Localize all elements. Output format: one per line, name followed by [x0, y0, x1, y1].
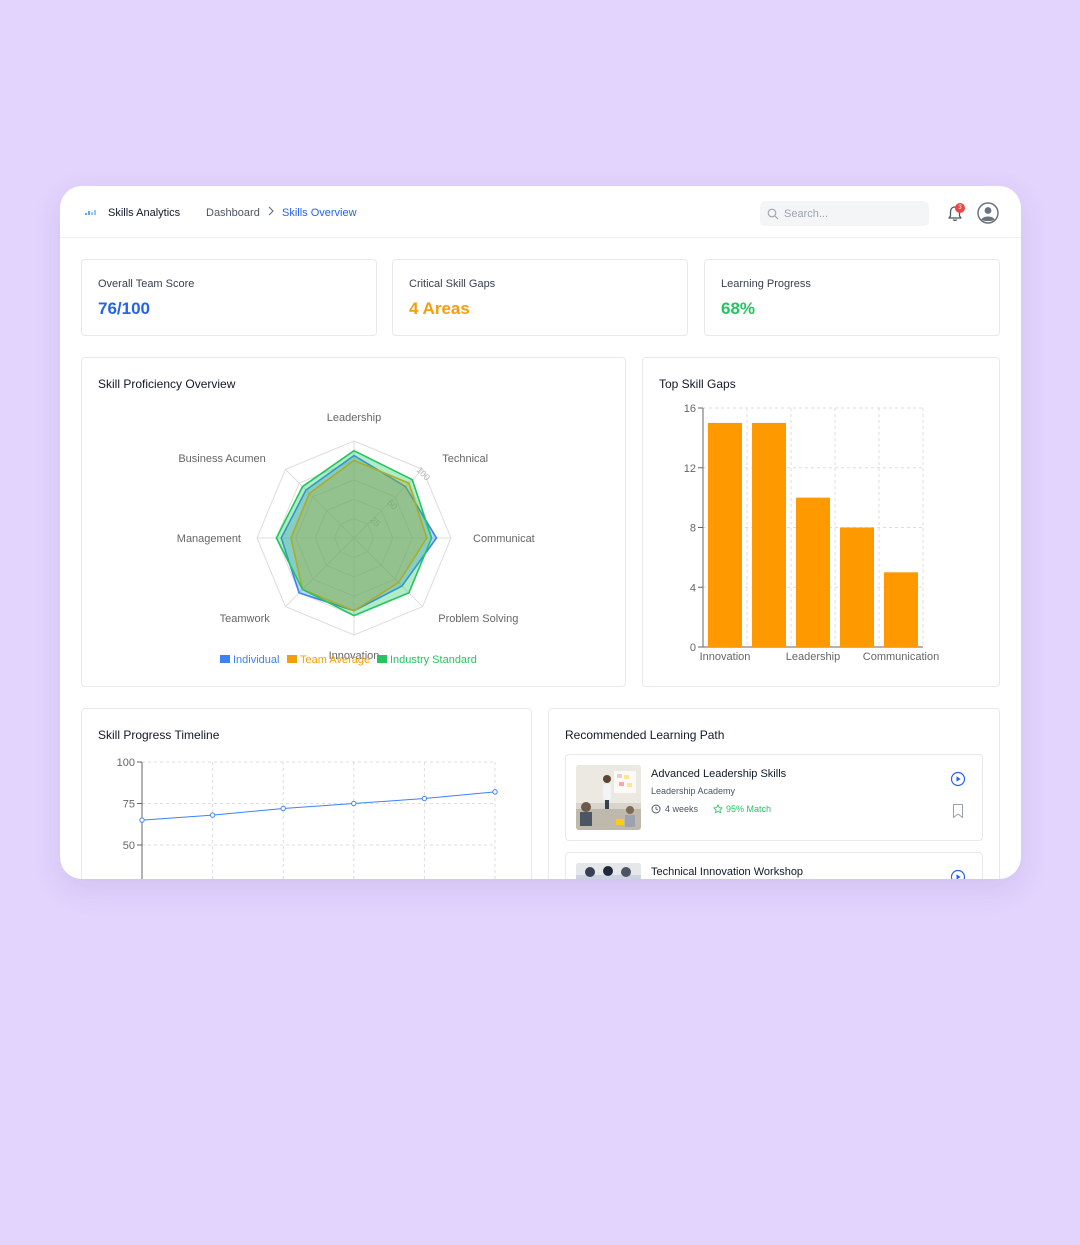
legend-label: Individual [233, 654, 279, 666]
data-point [209, 812, 216, 818]
bar [708, 422, 742, 647]
data-point [421, 795, 428, 802]
data-point [492, 789, 498, 795]
stat-value: 76/100 [98, 299, 150, 318]
search-input[interactable] [784, 201, 924, 226]
play-icon[interactable] [950, 771, 966, 787]
radar-chart: 2550100LeadershipTechnicalCommunicatProb… [177, 412, 535, 666]
notification-badge: 3 [955, 203, 965, 213]
skill-progress-timeline-card: Skill Progress Timeline 50 75 100 [81, 708, 532, 879]
bar [884, 572, 918, 647]
breadcrumb-skills-overview[interactable]: Skills Overview [282, 207, 357, 219]
logo-icon [85, 210, 96, 215]
radar-tick-label: 50 [385, 498, 399, 512]
legend-swatch [220, 655, 230, 663]
clock-icon [651, 804, 661, 814]
radar-spoke [353, 537, 423, 607]
bookmark-icon[interactable] [952, 803, 964, 819]
card-title: Top Skill Gaps [659, 377, 736, 391]
radar-axis-label: Problem Solving [438, 613, 518, 625]
y-tick-label: 50 [123, 840, 135, 852]
y-tick-label: 12 [684, 463, 696, 475]
y-tick-label: 100 [117, 757, 135, 769]
course-title: Technical Innovation Workshop [651, 866, 804, 878]
duration-text: 4 weeks [665, 804, 699, 814]
radar-axis-label: Innovation [329, 650, 380, 662]
avatar-icon[interactable] [977, 202, 999, 224]
series-line [141, 791, 496, 821]
card-title: Skill Progress Timeline [98, 728, 220, 742]
stat-card-skill-gaps: Critical Skill Gaps 4 Areas [392, 259, 688, 336]
radar-axis-label: Technical [442, 453, 488, 465]
radar-series-industry-standard [275, 449, 433, 617]
radar-spoke [285, 469, 355, 539]
stat-label: Overall Team Score [98, 278, 195, 290]
radar-tick-label: 25 [368, 515, 382, 529]
bar [840, 527, 874, 647]
radar-axis-label: Management [177, 533, 241, 545]
star-icon [713, 804, 723, 814]
radar-spoke [285, 537, 355, 607]
data-point [351, 800, 357, 807]
play-icon[interactable] [950, 869, 966, 879]
y-tick-label: 75 [123, 799, 135, 811]
legend-label: Industry Standard [390, 654, 477, 666]
legend-swatch [287, 655, 297, 663]
course-provider: Leadership Academy [651, 786, 736, 796]
recommended-learning-card: Recommended Learning Path [548, 708, 1000, 879]
course-thumbnail [576, 765, 641, 830]
stat-value: 4 Areas [409, 299, 470, 318]
stat-card-learning-progress: Learning Progress 68% [704, 259, 1000, 336]
radar-axis-label: Teamwork [220, 613, 271, 625]
app-title: Skills Analytics [108, 207, 181, 219]
x-tick-label: Innovation [700, 651, 751, 663]
stat-value: 68% [721, 299, 756, 318]
data-point [139, 817, 145, 823]
course-match: 95% Match [713, 804, 771, 814]
stat-label: Critical Skill Gaps [409, 278, 496, 290]
legend-label: Team Average [300, 654, 370, 666]
chevron-right-icon [268, 206, 274, 216]
stat-card-team-score: Overall Team Score 76/100 [81, 259, 377, 336]
top-skill-gaps-card: Top Skill Gaps 0 4 8 12 16 Innovation Leadersh… [642, 357, 1000, 687]
radar-legend: Individual Team Average Industry Standard [220, 654, 477, 666]
course-item[interactable]: Advanced Leadership Skills Leadership Ac… [565, 754, 983, 841]
stat-label: Learning Progress [721, 278, 811, 290]
card-title: Recommended Learning Path [565, 728, 725, 742]
radar-axis-label: Leadership [327, 412, 381, 424]
match-text: 95% Match [726, 804, 772, 814]
y-tick-label: 4 [690, 582, 696, 594]
breadcrumb-dashboard[interactable]: Dashboard [206, 207, 260, 219]
bar [752, 422, 786, 647]
card-title: Skill Proficiency Overview [98, 377, 236, 391]
y-tick-label: 8 [690, 523, 696, 535]
radar-axis-label: Communicat [473, 533, 535, 545]
y-tick-label: 0 [690, 642, 696, 654]
y-tick-label: 16 [684, 403, 696, 415]
dashboard-window: Skills Analytics Dashboard Skills Overvi… [60, 186, 1021, 879]
bar-chart: 0 4 8 12 16 Innovation Leadership Communication [684, 403, 939, 663]
bar [796, 497, 830, 647]
line-grid [137, 761, 496, 879]
data-point [280, 805, 286, 812]
line-chart: 50 75 100 [117, 757, 498, 879]
course-thumbnail [576, 863, 641, 879]
radar-spoke [353, 469, 423, 539]
x-tick-label: Communication [863, 651, 939, 663]
x-tick-label: Leadership [786, 651, 840, 663]
legend-swatch [377, 655, 387, 663]
course-title: Advanced Leadership Skills [651, 768, 787, 780]
course-item[interactable]: Technical Innovation Workshop [565, 852, 983, 879]
search-icon [767, 208, 779, 220]
search-box[interactable] [760, 201, 929, 226]
radar-series-team-average [290, 459, 428, 612]
course-duration: 4 weeks [651, 804, 698, 814]
skill-proficiency-card: Skill Proficiency Overview 25 50 100 Leader… [81, 357, 626, 687]
radar-axis-label: Business Acumen [178, 453, 265, 465]
top-bar: Skills Analytics Dashboard Skills Overvi… [60, 186, 1021, 238]
